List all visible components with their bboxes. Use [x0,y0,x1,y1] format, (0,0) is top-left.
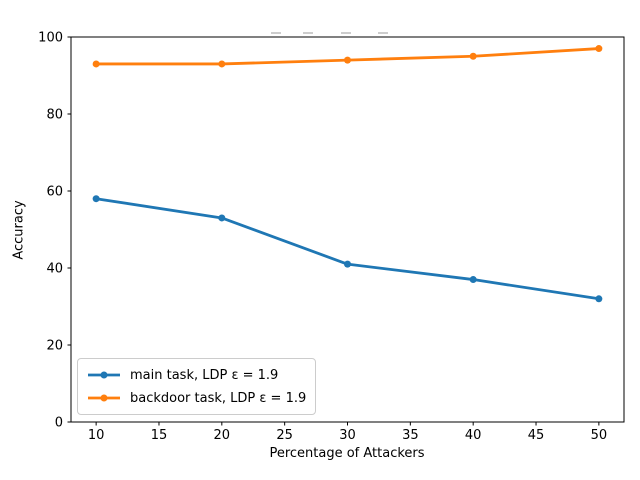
y-tick-label: 0 [55,416,63,431]
data-point-series-0 [218,214,226,222]
x-tick-label: 25 [276,428,293,443]
y-tick-label: 80 [46,108,63,123]
data-point-series-0 [595,295,603,303]
data-point-series-1 [595,45,603,53]
legend-item-backdoor-task: backdoor task, LDP ε = 1.9 [87,388,306,408]
legend-label-backdoor-task: backdoor task, LDP ε = 1.9 [130,390,307,406]
x-tick-label: 40 [465,428,482,443]
legend-sample-marker [100,394,108,402]
legend-line-marker-orange-icon [88,394,120,402]
x-tick-label: 35 [402,428,419,443]
y-tick-label: 40 [46,262,63,277]
data-point-series-1 [344,56,351,64]
clipped-text-artifact [303,32,313,34]
x-tick-label: 20 [214,428,231,443]
clipped-text-artifact [341,32,351,34]
x-tick-label: 15 [151,428,168,443]
data-point-series-0 [469,276,477,284]
legend-label-main-task: main task, LDP ε = 1.9 [130,367,279,383]
data-point-series-0 [344,260,351,268]
clipped-text-artifact [271,32,281,34]
legend-line-marker-blue-icon [88,371,120,379]
y-axis-label: Accuracy [11,200,27,260]
legend-sample-marker [100,371,108,379]
x-tick-label: 10 [88,428,105,443]
data-point-series-1 [92,60,100,68]
legend: main task, LDP ε = 1.9 backdoor task, LD… [77,358,317,415]
y-tick-label: 100 [38,31,63,46]
data-point-series-1 [218,60,226,68]
series-line-0 [94,197,601,301]
y-tick-label: 20 [46,339,63,354]
x-axis-label: Percentage of Attackers [269,446,425,461]
data-point-series-0 [92,195,100,203]
x-tick-label: 45 [528,428,545,443]
clipped-text-artifact [378,32,388,34]
legend-item-main-task: main task, LDP ε = 1.9 [87,365,306,385]
y-tick-label: 60 [46,185,63,200]
x-tick-label: 30 [339,428,356,443]
x-tick-label: 50 [591,428,608,443]
data-point-series-1 [469,52,477,60]
